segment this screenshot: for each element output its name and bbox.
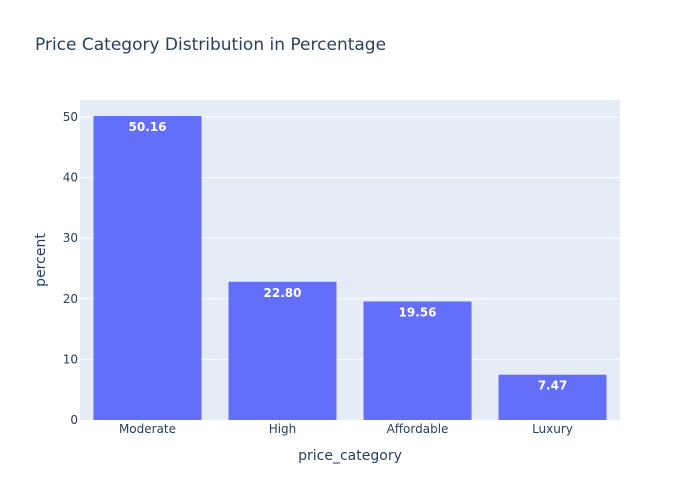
x-axis-ticks: Moderate High Affordable Luxury — [119, 422, 573, 436]
y-tick-label: 20 — [63, 292, 78, 306]
x-tick-label: High — [269, 422, 297, 436]
data-label: 7.47 — [538, 379, 568, 393]
data-label: 50.16 — [129, 120, 167, 134]
data-label: 22.80 — [264, 286, 302, 300]
data-label: 19.56 — [399, 305, 437, 319]
chart-title: Price Category Distribution in Percentag… — [35, 35, 386, 55]
y-tick-label: 10 — [63, 352, 78, 366]
bar-high[interactable] — [228, 281, 337, 420]
y-tick-label: 30 — [63, 231, 78, 245]
x-axis-title: price_category — [298, 448, 402, 464]
bar-luxury[interactable] — [498, 374, 607, 420]
y-tick-label: 0 — [70, 413, 78, 427]
bars: 50.16 22.80 19.56 7.47 — [93, 116, 607, 420]
x-tick-label: Luxury — [532, 422, 573, 436]
bar-affordable[interactable] — [363, 301, 472, 420]
x-tick-label: Moderate — [119, 422, 176, 436]
y-axis-title: percent — [33, 233, 49, 287]
y-tick-label: 50 — [63, 110, 78, 124]
y-tick-label: 40 — [63, 171, 78, 185]
bar-moderate[interactable] — [93, 116, 202, 420]
y-axis-ticks: 0 10 20 30 40 50 — [63, 110, 78, 427]
x-tick-label: Affordable — [387, 422, 449, 436]
